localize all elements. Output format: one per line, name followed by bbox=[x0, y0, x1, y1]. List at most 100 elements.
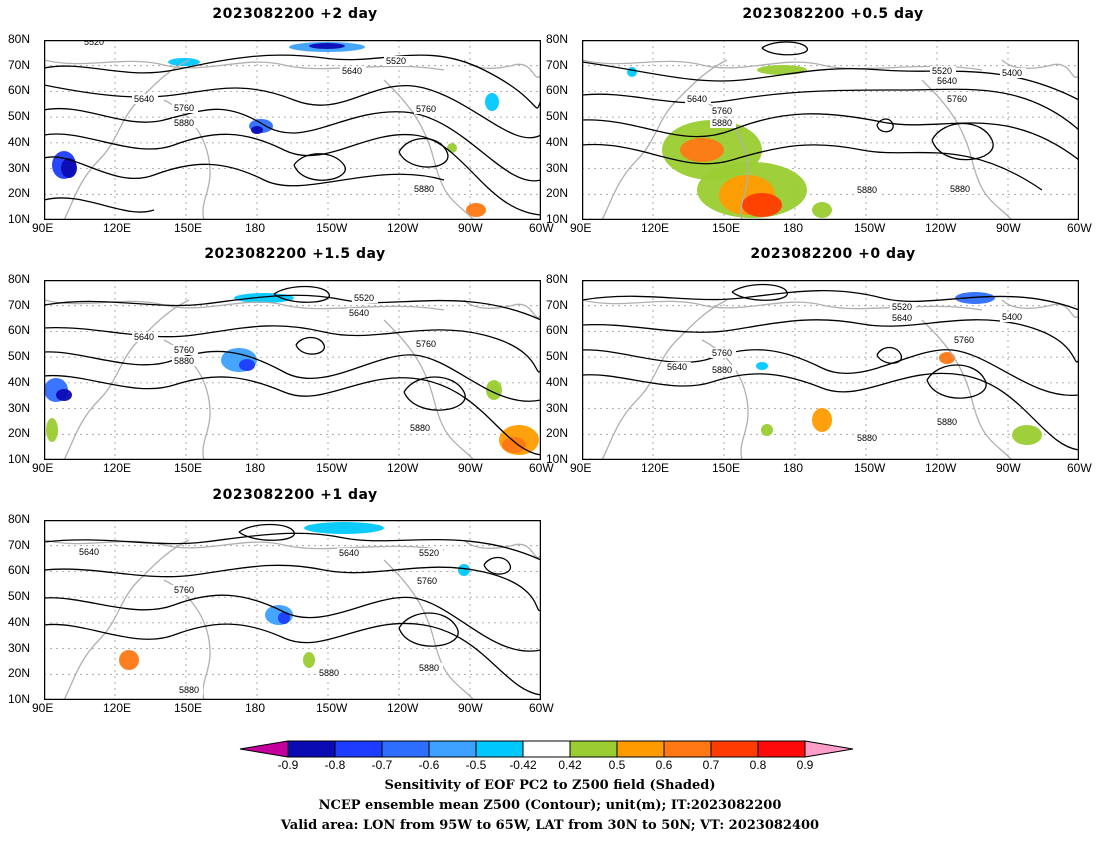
colorbar-segment bbox=[616, 740, 665, 758]
panel-title-p4: 2023082200 +0 day bbox=[750, 246, 916, 262]
contour-label: 5640 bbox=[339, 548, 359, 558]
sensitivity-shading bbox=[761, 424, 773, 436]
contour-label: 5880 bbox=[937, 417, 957, 427]
lat-tick-label: 10N bbox=[546, 452, 569, 466]
lon-tick-label: 90E bbox=[570, 221, 592, 235]
coastline bbox=[463, 539, 541, 558]
colorbar bbox=[240, 740, 854, 758]
sensitivity-shading bbox=[278, 612, 290, 624]
lon-tick-label: 150W bbox=[854, 221, 886, 235]
lat-tick-label: 70N bbox=[8, 297, 31, 312]
caption-line-1: Sensitivity of EOF PC2 to Z500 field (Sh… bbox=[384, 778, 716, 793]
lon-tick-label: 150W bbox=[316, 701, 348, 715]
lon-tick-label: 60W bbox=[1067, 221, 1092, 235]
z500-contour bbox=[44, 564, 541, 612]
contour-label: 5760 bbox=[947, 94, 967, 104]
lon-tick-label: 150E bbox=[174, 461, 203, 475]
lon-tick-label: 120E bbox=[641, 461, 670, 475]
sensitivity-shading bbox=[502, 437, 526, 453]
map-panel-plus-1-day: 5640 5640 5520 5760 5760 5880 5880 5880 bbox=[44, 520, 541, 700]
lat-tick-label: 60N bbox=[8, 563, 31, 578]
lat-tick-label: 40N bbox=[8, 374, 31, 389]
colorbar-tick-label: -0.42 bbox=[509, 758, 537, 772]
z500-contour bbox=[44, 108, 541, 182]
z500-contour bbox=[582, 113, 1079, 161]
coastline bbox=[1001, 299, 1079, 318]
lon-tick-label: 90W bbox=[996, 461, 1021, 475]
z500-contour bbox=[582, 319, 1079, 363]
lat-tick-label: 40N bbox=[8, 614, 31, 629]
panel-title-p3: 2023082200 +1.5 day bbox=[204, 246, 386, 262]
sensitivity-shading bbox=[61, 158, 77, 178]
contour-label: 5880 bbox=[174, 356, 194, 366]
grid bbox=[44, 520, 541, 700]
colorbar-tick-label: -0.5 bbox=[465, 758, 487, 772]
lon-tick-label: 120W bbox=[387, 461, 419, 475]
lon-tick-label: 150W bbox=[316, 461, 348, 475]
coastline bbox=[63, 59, 190, 220]
contour-label: 5640 bbox=[892, 313, 912, 323]
colorbar-tick-label: 0.5 bbox=[608, 758, 626, 772]
colorbar-tick-label: 0.7 bbox=[702, 758, 720, 772]
z500-contour bbox=[582, 289, 1079, 311]
colorbar-tick-label: -0.6 bbox=[418, 758, 440, 772]
contour-label: 5400 bbox=[1002, 68, 1022, 78]
lon-tick-label: 120W bbox=[387, 701, 419, 715]
lon-tick-label: 120E bbox=[103, 461, 132, 475]
colorbar-segment bbox=[475, 740, 524, 758]
lon-tick-label: 180 bbox=[245, 701, 266, 715]
coastline bbox=[463, 299, 541, 318]
z500-contour bbox=[398, 612, 459, 647]
z500-contour bbox=[44, 133, 541, 216]
z500-contour bbox=[44, 374, 541, 456]
coastline bbox=[921, 79, 1013, 220]
colorbar-tick-label: -0.7 bbox=[371, 758, 393, 772]
colorbar-high-arrow bbox=[804, 740, 854, 758]
z500-contour bbox=[731, 283, 788, 301]
grid bbox=[44, 280, 541, 460]
lat-tick-label: 20N bbox=[8, 666, 31, 681]
contour-label: 5520 bbox=[932, 66, 952, 76]
lat-tick-label: 80N bbox=[8, 272, 31, 286]
lon-tick-label: 150E bbox=[174, 221, 203, 235]
colorbar-low-arrow bbox=[240, 740, 289, 758]
lon-tick-label: 180 bbox=[245, 461, 266, 475]
lat-tick-label: 30N bbox=[546, 160, 569, 175]
lat-tick-label: 50N bbox=[8, 109, 31, 124]
lat-tick-label: 80N bbox=[8, 32, 31, 46]
lat-tick-label: 70N bbox=[8, 57, 31, 72]
map-panel-plus-0-5-day: 5520 5400 5640 5640 5760 5760 5880 5880 5880 bbox=[582, 40, 1079, 220]
lat-tick-label: 40N bbox=[546, 374, 569, 389]
z500-contour bbox=[876, 118, 894, 133]
lat-tick-label: 40N bbox=[546, 134, 569, 149]
contour-label: 5640 bbox=[937, 76, 957, 86]
lon-tick-label: 150W bbox=[316, 221, 348, 235]
sensitivity-shading bbox=[234, 293, 294, 303]
contour-label: 5880 bbox=[410, 423, 430, 433]
lat-tick-label: 50N bbox=[546, 109, 569, 124]
contour-label: 5880 bbox=[712, 365, 732, 375]
lat-tick-label: 20N bbox=[8, 186, 31, 201]
colorbar-segment bbox=[569, 740, 618, 758]
sensitivity-shading bbox=[309, 43, 345, 49]
lat-tick-label: 30N bbox=[546, 400, 569, 415]
sensitivity-shading bbox=[304, 522, 384, 534]
z500-contour bbox=[582, 143, 1043, 191]
sensitivity-shading bbox=[119, 650, 139, 670]
lat-tick-label: 20N bbox=[546, 186, 569, 201]
lon-tick-label: 180 bbox=[245, 221, 266, 235]
sensitivity-shading bbox=[251, 126, 263, 134]
lat-tick-label: 30N bbox=[8, 400, 31, 415]
contour-label: 5760 bbox=[954, 335, 974, 345]
lon-tick-label: 90E bbox=[32, 461, 54, 475]
lon-tick-label: 180 bbox=[783, 221, 804, 235]
contour-label: 5640 bbox=[134, 94, 154, 104]
contour-label: 5760 bbox=[174, 585, 194, 595]
contour-label: 5880 bbox=[857, 185, 877, 195]
coastline bbox=[1001, 59, 1079, 78]
lon-tick-label: 180 bbox=[783, 461, 804, 475]
z500-contour bbox=[44, 294, 541, 321]
coastline bbox=[383, 559, 475, 700]
z500-contour bbox=[582, 88, 1079, 131]
